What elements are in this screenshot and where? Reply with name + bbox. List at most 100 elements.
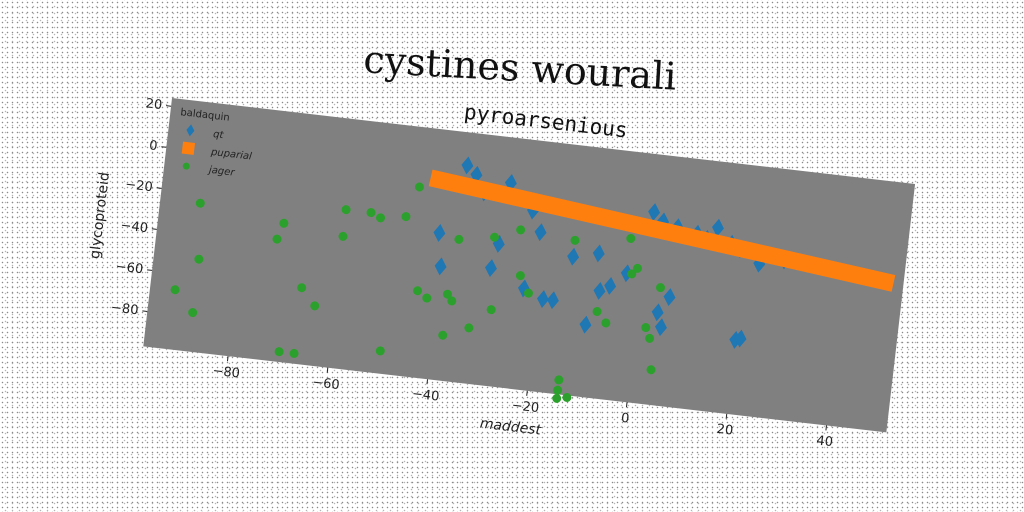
y-tick-label: 0 xyxy=(148,138,158,154)
point-jager-33 xyxy=(562,392,572,402)
band-mark-puparial xyxy=(428,169,896,292)
legend-label: puparial xyxy=(209,147,252,163)
y-tick-mark xyxy=(156,187,162,189)
point-jager-22 xyxy=(438,330,448,340)
legend-item-puparial: puparial xyxy=(181,141,253,163)
point-qt-9 xyxy=(434,257,447,276)
point-jager-27 xyxy=(515,271,525,281)
point-qt-32 xyxy=(484,259,497,277)
point-jager-9 xyxy=(310,301,320,311)
series-jager xyxy=(170,182,665,403)
chart-marks xyxy=(170,156,896,403)
x-tick-mark xyxy=(625,402,628,408)
x-tick-mark xyxy=(226,356,229,362)
y-tick-label: −20 xyxy=(124,177,153,195)
y-tick-mark xyxy=(151,228,157,230)
point-jager-29 xyxy=(570,235,580,245)
point-qt-28 xyxy=(651,303,664,322)
legend-item-jager: jager xyxy=(182,162,236,179)
point-jager-21 xyxy=(447,296,457,306)
point-jager-26 xyxy=(516,225,526,235)
point-jager-20 xyxy=(454,234,464,244)
point-qt-21 xyxy=(712,218,724,237)
y-axis-ticks: 20 0 −20 −40 −60 −80 xyxy=(110,96,172,318)
point-jager-31 xyxy=(553,385,563,395)
point-jager-2 xyxy=(170,285,180,295)
point-jager-12 xyxy=(366,208,376,218)
point-jager-34 xyxy=(592,307,602,317)
point-jager-23 xyxy=(464,323,474,333)
x-tick-label: 20 xyxy=(716,422,734,439)
point-qt-34 xyxy=(734,329,747,348)
point-jager-42 xyxy=(655,283,665,293)
point-qt-14 xyxy=(579,315,592,334)
point-jager-35 xyxy=(601,318,611,328)
y-tick-label: 20 xyxy=(145,96,163,113)
point-jager-8 xyxy=(297,283,307,293)
point-jager-17 xyxy=(413,286,423,296)
x-tick-label: 40 xyxy=(816,433,834,450)
point-jager-39 xyxy=(641,323,651,333)
point-qt-13 xyxy=(604,277,617,295)
point-jager-4 xyxy=(272,234,282,244)
y-tick-label: −60 xyxy=(115,259,144,277)
point-qt-5 xyxy=(534,223,547,242)
point-qt-31 xyxy=(492,235,505,253)
point-jager-41 xyxy=(646,365,656,375)
point-qt-7 xyxy=(592,244,605,263)
legend-items: qt puparial jager xyxy=(181,124,253,179)
series-puparial xyxy=(428,169,896,292)
point-jager-10 xyxy=(341,205,351,215)
point-jager-30 xyxy=(554,375,564,385)
x-tick-mark xyxy=(825,425,827,431)
y-tick-mark xyxy=(161,146,167,148)
point-qt-16 xyxy=(620,264,633,283)
point-qt-17 xyxy=(648,203,661,221)
point-jager-5 xyxy=(279,218,289,228)
plot-area xyxy=(143,98,916,433)
point-jager-38 xyxy=(632,263,642,273)
point-jager-15 xyxy=(414,182,424,192)
point-qt-15 xyxy=(593,282,606,300)
point-jager-32 xyxy=(552,393,562,403)
legend-swatch xyxy=(181,141,196,155)
x-tick-label: −20 xyxy=(511,398,540,416)
x-tick-mark xyxy=(526,390,528,396)
point-jager-11 xyxy=(338,231,348,241)
point-qt-6 xyxy=(567,247,580,266)
point-jager-6 xyxy=(274,347,284,357)
legend-swatch xyxy=(186,124,195,137)
point-qt-11 xyxy=(536,290,549,308)
y-tick-label: −80 xyxy=(110,300,139,318)
legend-label: jager xyxy=(206,165,235,179)
x-tick-mark xyxy=(725,413,728,419)
point-jager-24 xyxy=(490,232,500,242)
y-tick-mark xyxy=(142,310,148,312)
point-jager-40 xyxy=(645,333,655,343)
point-qt-0 xyxy=(461,156,474,175)
x-tick-label: −80 xyxy=(212,364,241,382)
point-jager-0 xyxy=(195,198,205,208)
point-jager-7 xyxy=(289,348,299,358)
x-axis-label: maddest xyxy=(479,416,542,439)
y-axis-label: glycoproteid xyxy=(87,171,113,259)
point-jager-19 xyxy=(442,289,452,299)
y-tick-mark xyxy=(147,269,153,271)
point-qt-10 xyxy=(517,279,530,298)
x-tick-label: −60 xyxy=(311,375,340,393)
x-tick-mark xyxy=(426,379,429,385)
x-tick-mark xyxy=(326,367,329,373)
point-jager-28 xyxy=(523,288,533,298)
point-jager-18 xyxy=(422,293,432,303)
point-qt-8 xyxy=(433,224,446,242)
legend-item-qt: qt xyxy=(186,124,225,141)
point-qt-30 xyxy=(663,288,676,306)
point-jager-36 xyxy=(627,269,637,279)
legend-swatch xyxy=(182,162,190,170)
point-qt-12 xyxy=(546,291,559,310)
point-jager-3 xyxy=(188,308,198,318)
x-tick-label: 0 xyxy=(620,411,630,427)
y-tick-mark xyxy=(166,105,172,107)
